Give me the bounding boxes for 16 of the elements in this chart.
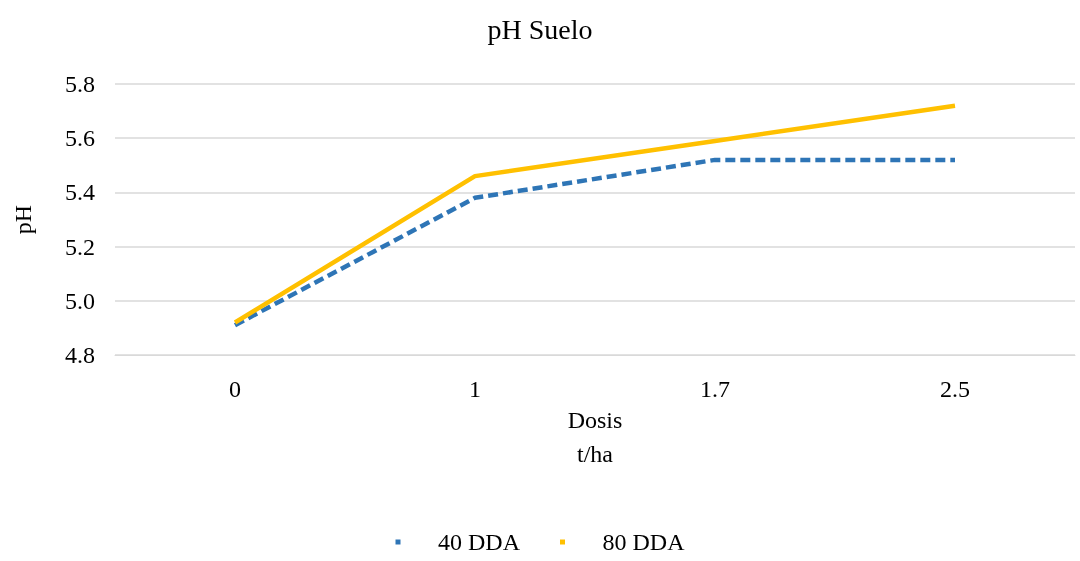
y-tick-label: 5.0 (65, 287, 95, 314)
y-tick-label: 5.6 (65, 125, 95, 152)
x-tick-label: 1 (469, 376, 481, 402)
x-axis-title: Dosis t/ha (567, 407, 623, 467)
y-tick-label: 5.8 (65, 71, 95, 97)
chart-title: pH Suelo (487, 13, 593, 45)
y-tick-label: 4.8 (65, 342, 95, 368)
legend-label: 80 DDA (602, 529, 686, 555)
y-axis-title: pH (10, 204, 36, 235)
x-tick-label: 2.5 (940, 376, 970, 402)
x-tick-label: 1.7 (700, 376, 730, 402)
y-tick-label: 5.4 (65, 179, 95, 206)
y-tick-label: 5.2 (65, 233, 95, 260)
legend-label: 40 DDA (438, 529, 521, 555)
x-tick-label: 0 (229, 376, 241, 402)
line-series (232, 103, 958, 325)
